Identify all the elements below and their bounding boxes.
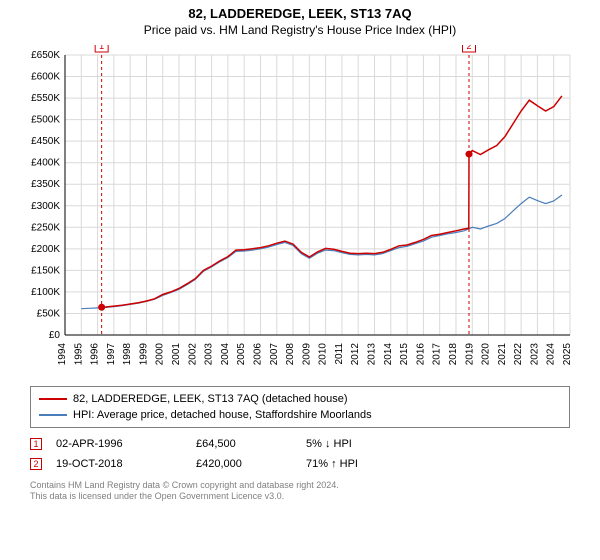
legend-label-property: 82, LADDEREDGE, LEEK, ST13 7AQ (detached… <box>73 393 348 405</box>
svg-text:2: 2 <box>466 45 471 51</box>
svg-text:2006: 2006 <box>252 343 263 366</box>
svg-text:2013: 2013 <box>367 343 378 366</box>
svg-text:2007: 2007 <box>269 343 280 366</box>
svg-text:£550K: £550K <box>31 93 60 104</box>
svg-text:2010: 2010 <box>318 343 329 366</box>
svg-text:1996: 1996 <box>90 343 101 366</box>
legend-box: 82, LADDEREDGE, LEEK, ST13 7AQ (detached… <box>30 386 570 428</box>
svg-text:2022: 2022 <box>513 343 524 366</box>
svg-text:1997: 1997 <box>106 343 117 366</box>
svg-text:2021: 2021 <box>497 343 508 366</box>
svg-text:1999: 1999 <box>138 343 149 366</box>
svg-text:£400K: £400K <box>31 158 60 169</box>
svg-text:£450K: £450K <box>31 136 60 147</box>
svg-text:2023: 2023 <box>529 343 540 366</box>
transaction-diff: 71% ↑ HPI <box>306 458 426 470</box>
transaction-row: 2 19-OCT-2018 £420,000 71% ↑ HPI <box>30 454 570 474</box>
chart-container: 82, LADDEREDGE, LEEK, ST13 7AQ Price pai… <box>0 0 600 560</box>
svg-text:2008: 2008 <box>285 343 296 366</box>
chart-plot: £0 £50K £100K £150K £200K £250K £300K £350K £400… <box>20 45 580 380</box>
svg-text:2015: 2015 <box>399 343 410 366</box>
svg-text:2025: 2025 <box>562 343 573 366</box>
chart-subtitle: Price paid vs. HM Land Registry's House … <box>144 23 456 37</box>
legend-row-property: 82, LADDEREDGE, LEEK, ST13 7AQ (detached… <box>39 391 561 407</box>
svg-text:£200K: £200K <box>31 244 60 255</box>
transaction-table: 1 02-APR-1996 £64,500 5% ↓ HPI 2 19-OCT-… <box>30 434 570 474</box>
transaction-price: £420,000 <box>196 458 306 470</box>
svg-text:£650K: £650K <box>31 50 60 61</box>
svg-text:2016: 2016 <box>415 343 426 366</box>
footer-line: Contains HM Land Registry data © Crown c… <box>30 480 570 491</box>
svg-text:£150K: £150K <box>31 265 60 276</box>
svg-text:2002: 2002 <box>187 343 198 366</box>
svg-text:2001: 2001 <box>171 343 182 366</box>
svg-text:1: 1 <box>99 45 104 51</box>
svg-text:1998: 1998 <box>122 343 133 366</box>
svg-text:1995: 1995 <box>73 343 84 366</box>
svg-text:2014: 2014 <box>383 343 394 366</box>
svg-text:£100K: £100K <box>31 287 60 298</box>
transaction-price: £64,500 <box>196 438 306 450</box>
transaction-date: 19-OCT-2018 <box>56 458 196 470</box>
svg-text:£600K: £600K <box>31 72 60 83</box>
svg-text:2017: 2017 <box>432 343 443 366</box>
svg-text:2011: 2011 <box>334 343 345 365</box>
legend-swatch-property <box>39 398 67 400</box>
chart-svg: £0 £50K £100K £150K £200K £250K £300K £350K £400… <box>20 45 580 375</box>
svg-text:2009: 2009 <box>301 343 312 366</box>
svg-text:£50K: £50K <box>37 308 61 319</box>
transaction-marker-icon: 2 <box>30 458 42 470</box>
footer-attribution: Contains HM Land Registry data © Crown c… <box>30 480 570 503</box>
transaction-diff: 5% ↓ HPI <box>306 438 426 450</box>
svg-text:2000: 2000 <box>155 343 166 366</box>
svg-text:2024: 2024 <box>546 343 557 366</box>
svg-text:2012: 2012 <box>350 343 361 366</box>
svg-text:£0: £0 <box>49 330 61 341</box>
svg-text:£350K: £350K <box>31 179 60 190</box>
svg-text:1994: 1994 <box>57 343 68 366</box>
legend-label-hpi: HPI: Average price, detached house, Staf… <box>73 409 372 421</box>
transaction-marker-icon: 1 <box>30 438 42 450</box>
footer-line: This data is licensed under the Open Gov… <box>30 491 570 502</box>
svg-text:2004: 2004 <box>220 343 231 366</box>
chart-title: 82, LADDEREDGE, LEEK, ST13 7AQ <box>188 6 411 21</box>
svg-text:2005: 2005 <box>236 343 247 366</box>
svg-text:£300K: £300K <box>31 201 60 212</box>
svg-text:2018: 2018 <box>448 343 459 366</box>
transaction-date: 02-APR-1996 <box>56 438 196 450</box>
svg-text:2003: 2003 <box>204 343 215 366</box>
svg-text:£250K: £250K <box>31 222 60 233</box>
transaction-row: 1 02-APR-1996 £64,500 5% ↓ HPI <box>30 434 570 454</box>
svg-text:2019: 2019 <box>464 343 475 366</box>
legend-swatch-hpi <box>39 414 67 416</box>
svg-text:2020: 2020 <box>481 343 492 366</box>
svg-text:£500K: £500K <box>31 115 60 126</box>
legend-row-hpi: HPI: Average price, detached house, Staf… <box>39 407 561 423</box>
